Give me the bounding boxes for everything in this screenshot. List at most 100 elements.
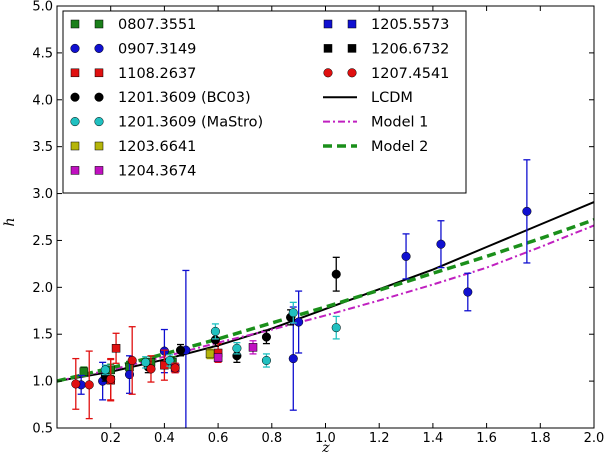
data-point: [288, 308, 298, 318]
legend-marker: [70, 117, 80, 127]
data-point: [106, 374, 116, 384]
legend-marker: [94, 117, 104, 127]
data-point: [79, 367, 89, 376]
legend-marker: [347, 68, 357, 78]
legend-marker: [70, 43, 80, 53]
y-tick-label: 3.0: [32, 187, 53, 202]
data-point: [84, 380, 94, 390]
legend-item-1201-3609-bc03: 1201.3609 (BC03): [70, 90, 251, 106]
data-point: [522, 206, 532, 216]
data-point: [288, 354, 298, 364]
x-tick-label: 1.0: [315, 431, 336, 446]
y-tick-label: 3.5: [32, 140, 53, 155]
data-point: [141, 357, 151, 367]
y-tick-label: 0.5: [32, 422, 53, 437]
x-tick-label: 0.6: [208, 431, 229, 446]
legend-item-1204-3674: 1204.3674: [70, 163, 196, 179]
legend-marker: [94, 141, 104, 151]
legend-item-1207-4541: 1207.4541: [323, 66, 449, 82]
legend-item-0807-3551: 0807.3551: [70, 17, 196, 33]
data-point: [111, 344, 121, 353]
legend-marker: [70, 141, 80, 151]
legend-marker: [70, 166, 80, 175]
legend-item-1206-6732: 1206.6732: [323, 41, 449, 57]
y-tick-label: 1.5: [32, 328, 53, 343]
data-point: [127, 355, 137, 366]
y-tick-label: 1.0: [32, 375, 53, 390]
legend-label: 1207.4541: [371, 66, 449, 82]
legend-item-1203-6641: 1203.6641: [70, 139, 196, 155]
legend-label: 0807.3551: [118, 17, 196, 33]
data-point: [436, 239, 446, 249]
model-2-curve: [57, 218, 594, 383]
legend-marker: [94, 43, 104, 53]
data-point: [213, 353, 223, 362]
legend-label: 1201.3609 (BC03): [118, 90, 251, 106]
legend-marker: [347, 19, 357, 29]
legend-label: Model 1: [371, 115, 428, 131]
legend-marker: [70, 19, 80, 29]
data-point: [331, 323, 341, 333]
legend-label: 1108.2637: [118, 66, 196, 82]
x-tick-label: 0.2: [100, 431, 121, 446]
legend-marker: [94, 68, 104, 78]
legend-marker: [70, 92, 80, 102]
legend-item-0907-3149: 0907.3149: [70, 41, 196, 57]
x-tick-label: 1.4: [423, 431, 444, 446]
lcdm-curve: [57, 201, 594, 383]
legend-marker: [323, 68, 333, 78]
series-1201-3609-bc03: [100, 256, 341, 382]
x-tick-label: 1.8: [530, 431, 551, 446]
model-curves: [57, 201, 594, 383]
x-tick-label: 0.8: [261, 431, 282, 446]
data-point: [160, 360, 169, 370]
y-axis-label: h: [2, 217, 18, 226]
data-point: [261, 355, 271, 366]
legend-item-lcdm: LCDM: [323, 90, 413, 106]
data-point: [248, 343, 258, 352]
legend-item-model-1: Model 1: [323, 115, 428, 131]
data-point: [205, 349, 215, 359]
data-point: [261, 332, 271, 342]
legend-marker: [347, 44, 357, 53]
data-point: [210, 326, 220, 336]
legend-box: [62, 10, 467, 194]
data-point: [331, 269, 341, 279]
legend-item-1108-2637: 1108.2637: [70, 66, 196, 82]
series-1207-4541: [71, 326, 180, 420]
y-tick-label: 4.0: [32, 93, 53, 108]
legend-marker: [94, 19, 104, 29]
data-point: [165, 355, 175, 366]
legend-marker: [94, 92, 104, 102]
data-point: [294, 317, 304, 327]
data-points: [71, 159, 532, 428]
legend-label: Model 2: [371, 139, 428, 155]
legend-marker: [323, 19, 333, 29]
data-point: [146, 364, 156, 374]
y-tick-label: 2.5: [32, 234, 53, 249]
data-point: [175, 345, 186, 355]
legend-label: 1206.6732: [371, 41, 449, 57]
legend-item-model-2: Model 2: [323, 139, 428, 155]
data-point: [100, 365, 110, 375]
legend-marker: [94, 166, 104, 175]
legend-label: 1201.3609 (MaStro): [118, 115, 263, 131]
legend-item-1205-5573: 1205.5573: [323, 17, 449, 33]
legend-marker: [323, 44, 333, 53]
y-tick-label: 2.0: [32, 281, 53, 296]
data-point: [401, 251, 411, 261]
legend-marker: [70, 68, 80, 78]
legend: 0807.3551 0907.3149 1108.2637 1201.3609 (BC…: [62, 10, 467, 194]
model-1-curve: [57, 224, 594, 383]
x-tick-label: 1.6: [476, 431, 497, 446]
data-point: [463, 287, 473, 297]
y-tick-label: 5.0: [32, 0, 53, 15]
x-axis-label: z: [321, 440, 330, 456]
legend-label: 1205.5573: [371, 17, 449, 33]
y-tick-label: 4.5: [32, 46, 53, 61]
legend-item-1201-3609-mastro: 1201.3609 (MaStro): [70, 115, 263, 131]
x-tick-label: 2.0: [584, 431, 605, 446]
legend-label: 1204.3674: [118, 163, 196, 179]
legend-label: LCDM: [371, 90, 413, 106]
